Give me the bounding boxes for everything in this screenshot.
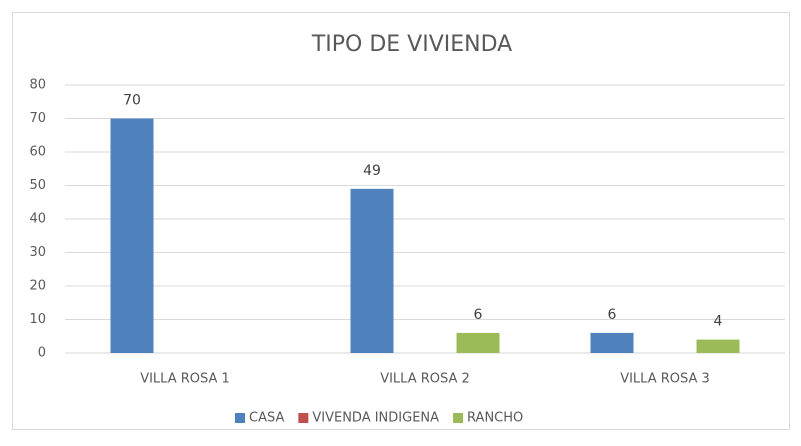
x-tick-label: VILLA ROSA 2 — [380, 372, 470, 387]
y-tick-label: 0 — [38, 346, 46, 361]
bar — [590, 332, 634, 353]
data-label: 6 — [474, 307, 483, 323]
y-tick-label: 40 — [29, 212, 46, 227]
legend-label: CASA — [249, 411, 284, 426]
legend-swatch — [235, 413, 245, 423]
bar — [350, 188, 394, 353]
legend-swatch — [453, 413, 464, 423]
bar — [696, 339, 740, 353]
data-label: 49 — [363, 163, 381, 179]
bar — [110, 118, 154, 353]
x-tick-label: VILLA ROSA 1 — [140, 372, 230, 387]
data-label: 4 — [714, 314, 723, 330]
legend-label: RANCHO — [467, 411, 523, 426]
x-tick-label: VILLA ROSA 3 — [620, 372, 710, 387]
chart-title: TIPO DE VIVIENDA — [311, 32, 512, 57]
data-label: 6 — [608, 307, 617, 323]
legend-swatch — [298, 413, 309, 423]
y-tick-label: 80 — [29, 78, 46, 93]
y-tick-label: 30 — [29, 245, 46, 260]
y-tick-label: 50 — [29, 178, 46, 193]
legend-label: VIVENDA INDIGENA — [312, 411, 439, 426]
y-tick-label: 10 — [29, 312, 46, 327]
y-tick-label: 70 — [29, 111, 46, 126]
bar — [456, 332, 500, 353]
data-label: 70 — [123, 93, 141, 109]
y-tick-label: 20 — [29, 279, 46, 294]
y-tick-label: 60 — [29, 145, 46, 160]
